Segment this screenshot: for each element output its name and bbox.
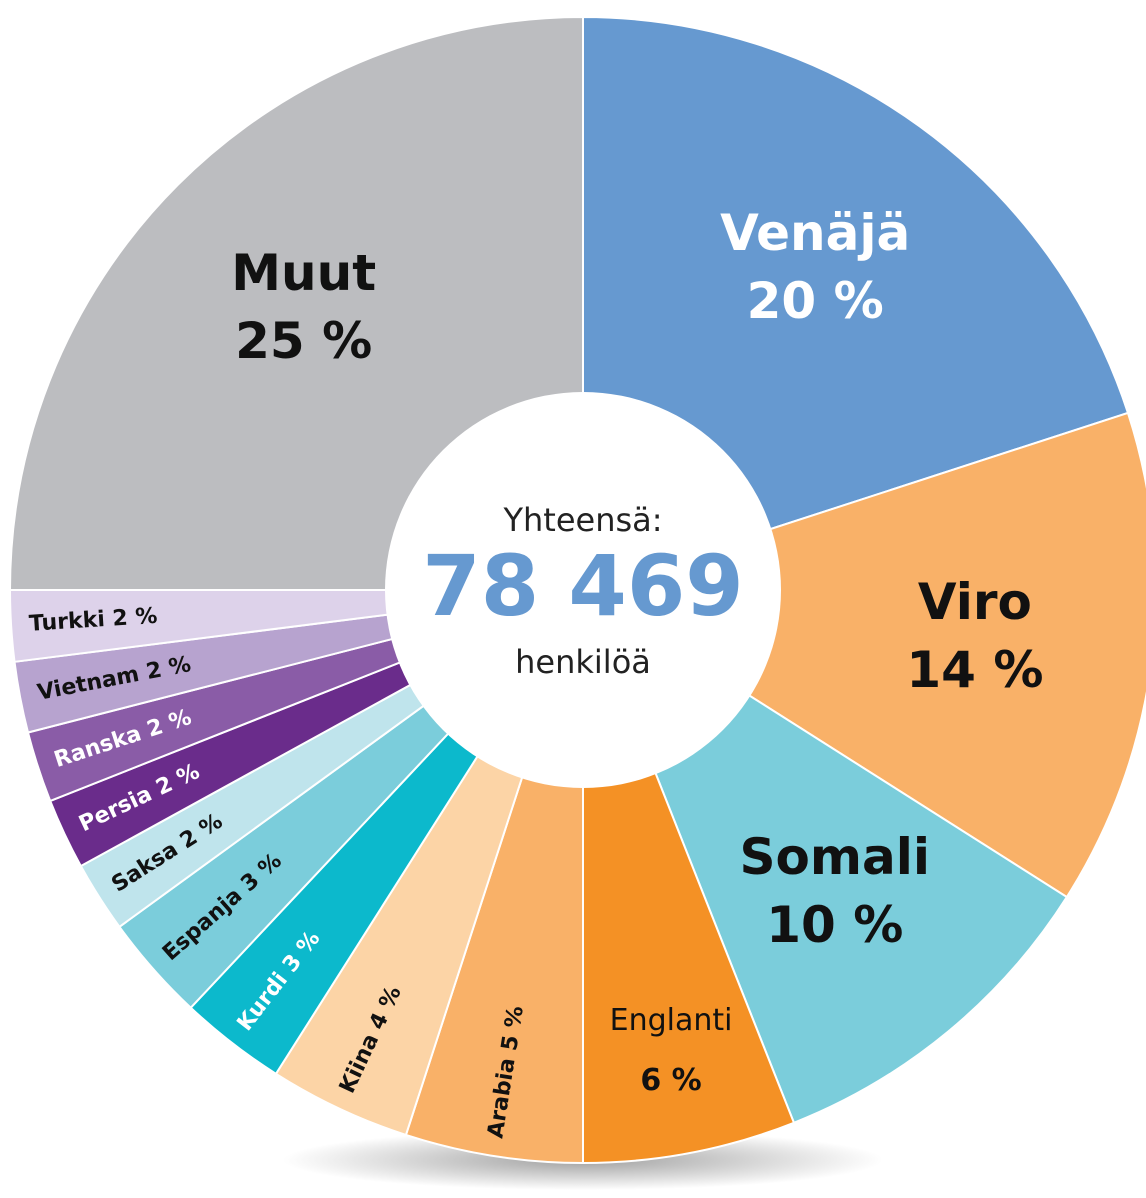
slice-label: Englanti (610, 1003, 733, 1038)
slice-label: Viro (918, 573, 1032, 631)
center-heading: Yhteensä: (502, 501, 662, 539)
slice (8, 15, 584, 591)
slice-name: Turkki (28, 607, 105, 637)
slice-value-label: 10 % (766, 896, 903, 954)
slice-value-label: 25 % (235, 312, 372, 370)
slice-value-label: 2 % (112, 604, 158, 632)
slice (580, 411, 1146, 899)
center-unit: henkilöä (515, 643, 651, 681)
slice-label: Somali (740, 828, 930, 886)
slice-value-label: 14 % (906, 641, 1043, 699)
slice-label: Turkki 2 % (28, 604, 158, 637)
center-hole (385, 392, 781, 788)
slice-value-label: 20 % (747, 272, 884, 330)
slice-label: Muut (231, 244, 376, 302)
center-total: 78 469 (422, 537, 743, 635)
slice-label: Venäjä (720, 204, 910, 262)
slice-value-label: 6 % (640, 1063, 701, 1098)
